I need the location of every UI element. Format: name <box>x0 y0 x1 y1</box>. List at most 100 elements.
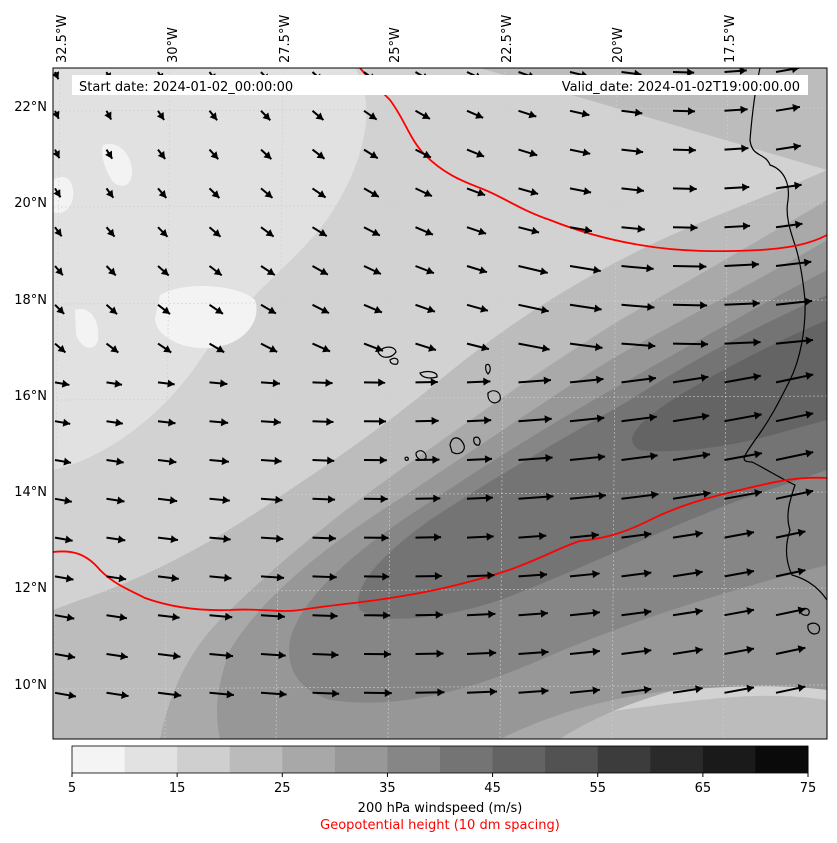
colorbar-swatch <box>177 746 231 773</box>
longitude-labels: 32.5°W 30°W 27.5°W 25°W 22.5°W 20°W 17.5… <box>55 15 738 63</box>
lon-label-22.5w: 22.5°W <box>500 15 515 63</box>
wind-arrow-head <box>695 685 703 694</box>
wind-arrow-head <box>262 112 271 121</box>
wind-arrow-head <box>120 652 128 661</box>
colorbar-swatch <box>597 746 651 773</box>
wind-arrow-head <box>746 568 755 577</box>
colorbar-swatch <box>124 746 178 773</box>
wind-arrow-head <box>488 649 497 658</box>
wind-arrow-head <box>805 488 814 497</box>
wind-arrow-head <box>431 416 439 425</box>
graticule <box>53 68 827 739</box>
wind-arrow-head <box>688 146 696 155</box>
wind-arrow-head <box>68 691 76 700</box>
wind-arrow-head <box>752 299 760 308</box>
wind-arrow-head <box>369 151 378 159</box>
colorbar-swatch <box>440 746 494 773</box>
wind-arrow-head <box>592 647 600 656</box>
colorbar-swatch <box>755 746 809 773</box>
wind-arrow-head <box>595 343 603 351</box>
cape-verde-island <box>419 371 438 379</box>
wind-arrow-head <box>62 418 71 427</box>
wind-arrow-head <box>384 689 392 698</box>
wind-arrow-head <box>168 418 176 427</box>
wind-arrow-head <box>687 107 696 116</box>
bissagos-islands <box>807 622 821 635</box>
lon-label-17.5w: 17.5°W <box>723 15 738 63</box>
wind-arrow-head <box>791 68 799 74</box>
colorbar-tick-label: 65 <box>695 781 712 796</box>
wind-arrow-head <box>110 345 119 353</box>
wind-arrow-head <box>703 490 711 498</box>
wind-arrow-head <box>381 533 389 542</box>
lat-label-10n: 10°N <box>14 678 47 693</box>
wind-arrow-head <box>746 607 755 615</box>
wind-arrow-head <box>797 645 806 654</box>
wind-arrow-head <box>648 374 656 383</box>
lat-label-22n: 22°N <box>14 100 47 115</box>
wind-arrow-head <box>328 534 336 543</box>
wind-arrow-head <box>172 612 180 621</box>
lat-label-12n: 12°N <box>14 581 47 596</box>
colorbar-swatch <box>72 746 126 773</box>
wind-arrow-head <box>635 147 644 156</box>
wind-arrow-head <box>634 108 643 117</box>
colorbar-swatch <box>282 746 336 773</box>
wind-arrow-head <box>264 190 273 198</box>
wind-arrow-head <box>65 535 73 544</box>
wind-arrow-head <box>593 265 601 274</box>
wind-arrow-head <box>805 410 814 419</box>
wind-arrow-head <box>54 228 62 237</box>
wind-arrow-head <box>481 343 489 352</box>
wind-arrow-head <box>53 189 61 198</box>
wind-arrow-head <box>695 530 703 539</box>
latitude-labels: 22°N 20°N 18°N 16°N 14°N 12°N 10°N <box>14 100 47 693</box>
wind-arrow-head <box>170 535 178 544</box>
colorbar-swatch <box>650 746 704 773</box>
wind-arrow-head <box>169 496 178 505</box>
wind-arrow-head <box>689 184 697 193</box>
wind-arrow-head <box>475 111 484 119</box>
wind-arrow-head <box>478 227 487 236</box>
wind-arrow-head <box>326 417 334 426</box>
valid-date: Valid_date: 2024-01-02T19:00:00.00 <box>562 80 800 95</box>
wind-arrow-head <box>375 344 384 353</box>
lon-label-30w: 30°W <box>166 27 181 63</box>
wind-arrow-head <box>275 495 283 504</box>
geopotential-contour-north <box>359 68 827 253</box>
wind-arrow-head <box>433 494 441 503</box>
wind-arrow-head <box>114 379 123 388</box>
wind-arrow-head <box>647 302 655 311</box>
wind-arrow-head <box>320 306 329 314</box>
wind-arrow-head <box>108 267 116 276</box>
wind-arrow-head <box>322 344 331 353</box>
wind-arrow-head <box>55 267 63 276</box>
wind-arrow-head <box>649 413 657 422</box>
wind-arrow-head <box>159 228 168 237</box>
lat-label-14n: 14°N <box>14 485 47 500</box>
wind-arrow-head <box>598 491 606 500</box>
lon-label-27.5w: 27.5°W <box>278 15 293 63</box>
windspeed-band-5-10 <box>53 176 74 214</box>
wind-arrow-head <box>53 110 60 119</box>
wind-arrow-head <box>118 574 127 583</box>
wind-arrow-head <box>746 645 755 654</box>
lon-label-25w: 25°W <box>388 27 403 63</box>
wind-arrow-head <box>53 150 60 159</box>
wind-arrow-head <box>477 188 486 197</box>
wind-arrow-head <box>168 457 177 466</box>
wind-arrow-head <box>66 613 75 622</box>
wind-arrow-head <box>379 456 387 465</box>
wind-arrow-head <box>370 189 379 197</box>
wind-arrow-head <box>592 570 600 579</box>
wind-arrow-head <box>225 651 234 660</box>
windspeed-band-20-25 <box>53 68 827 739</box>
wind-arrow-head <box>540 609 548 618</box>
colorbar-swatch <box>229 746 283 773</box>
wind-arrow-head <box>67 652 76 661</box>
wind-arrow-head <box>209 112 218 121</box>
wind-arrow-head <box>436 649 444 658</box>
wind-arrow-head <box>278 651 286 660</box>
cape-verde-island <box>389 357 399 365</box>
wind-arrow-head <box>330 611 338 620</box>
